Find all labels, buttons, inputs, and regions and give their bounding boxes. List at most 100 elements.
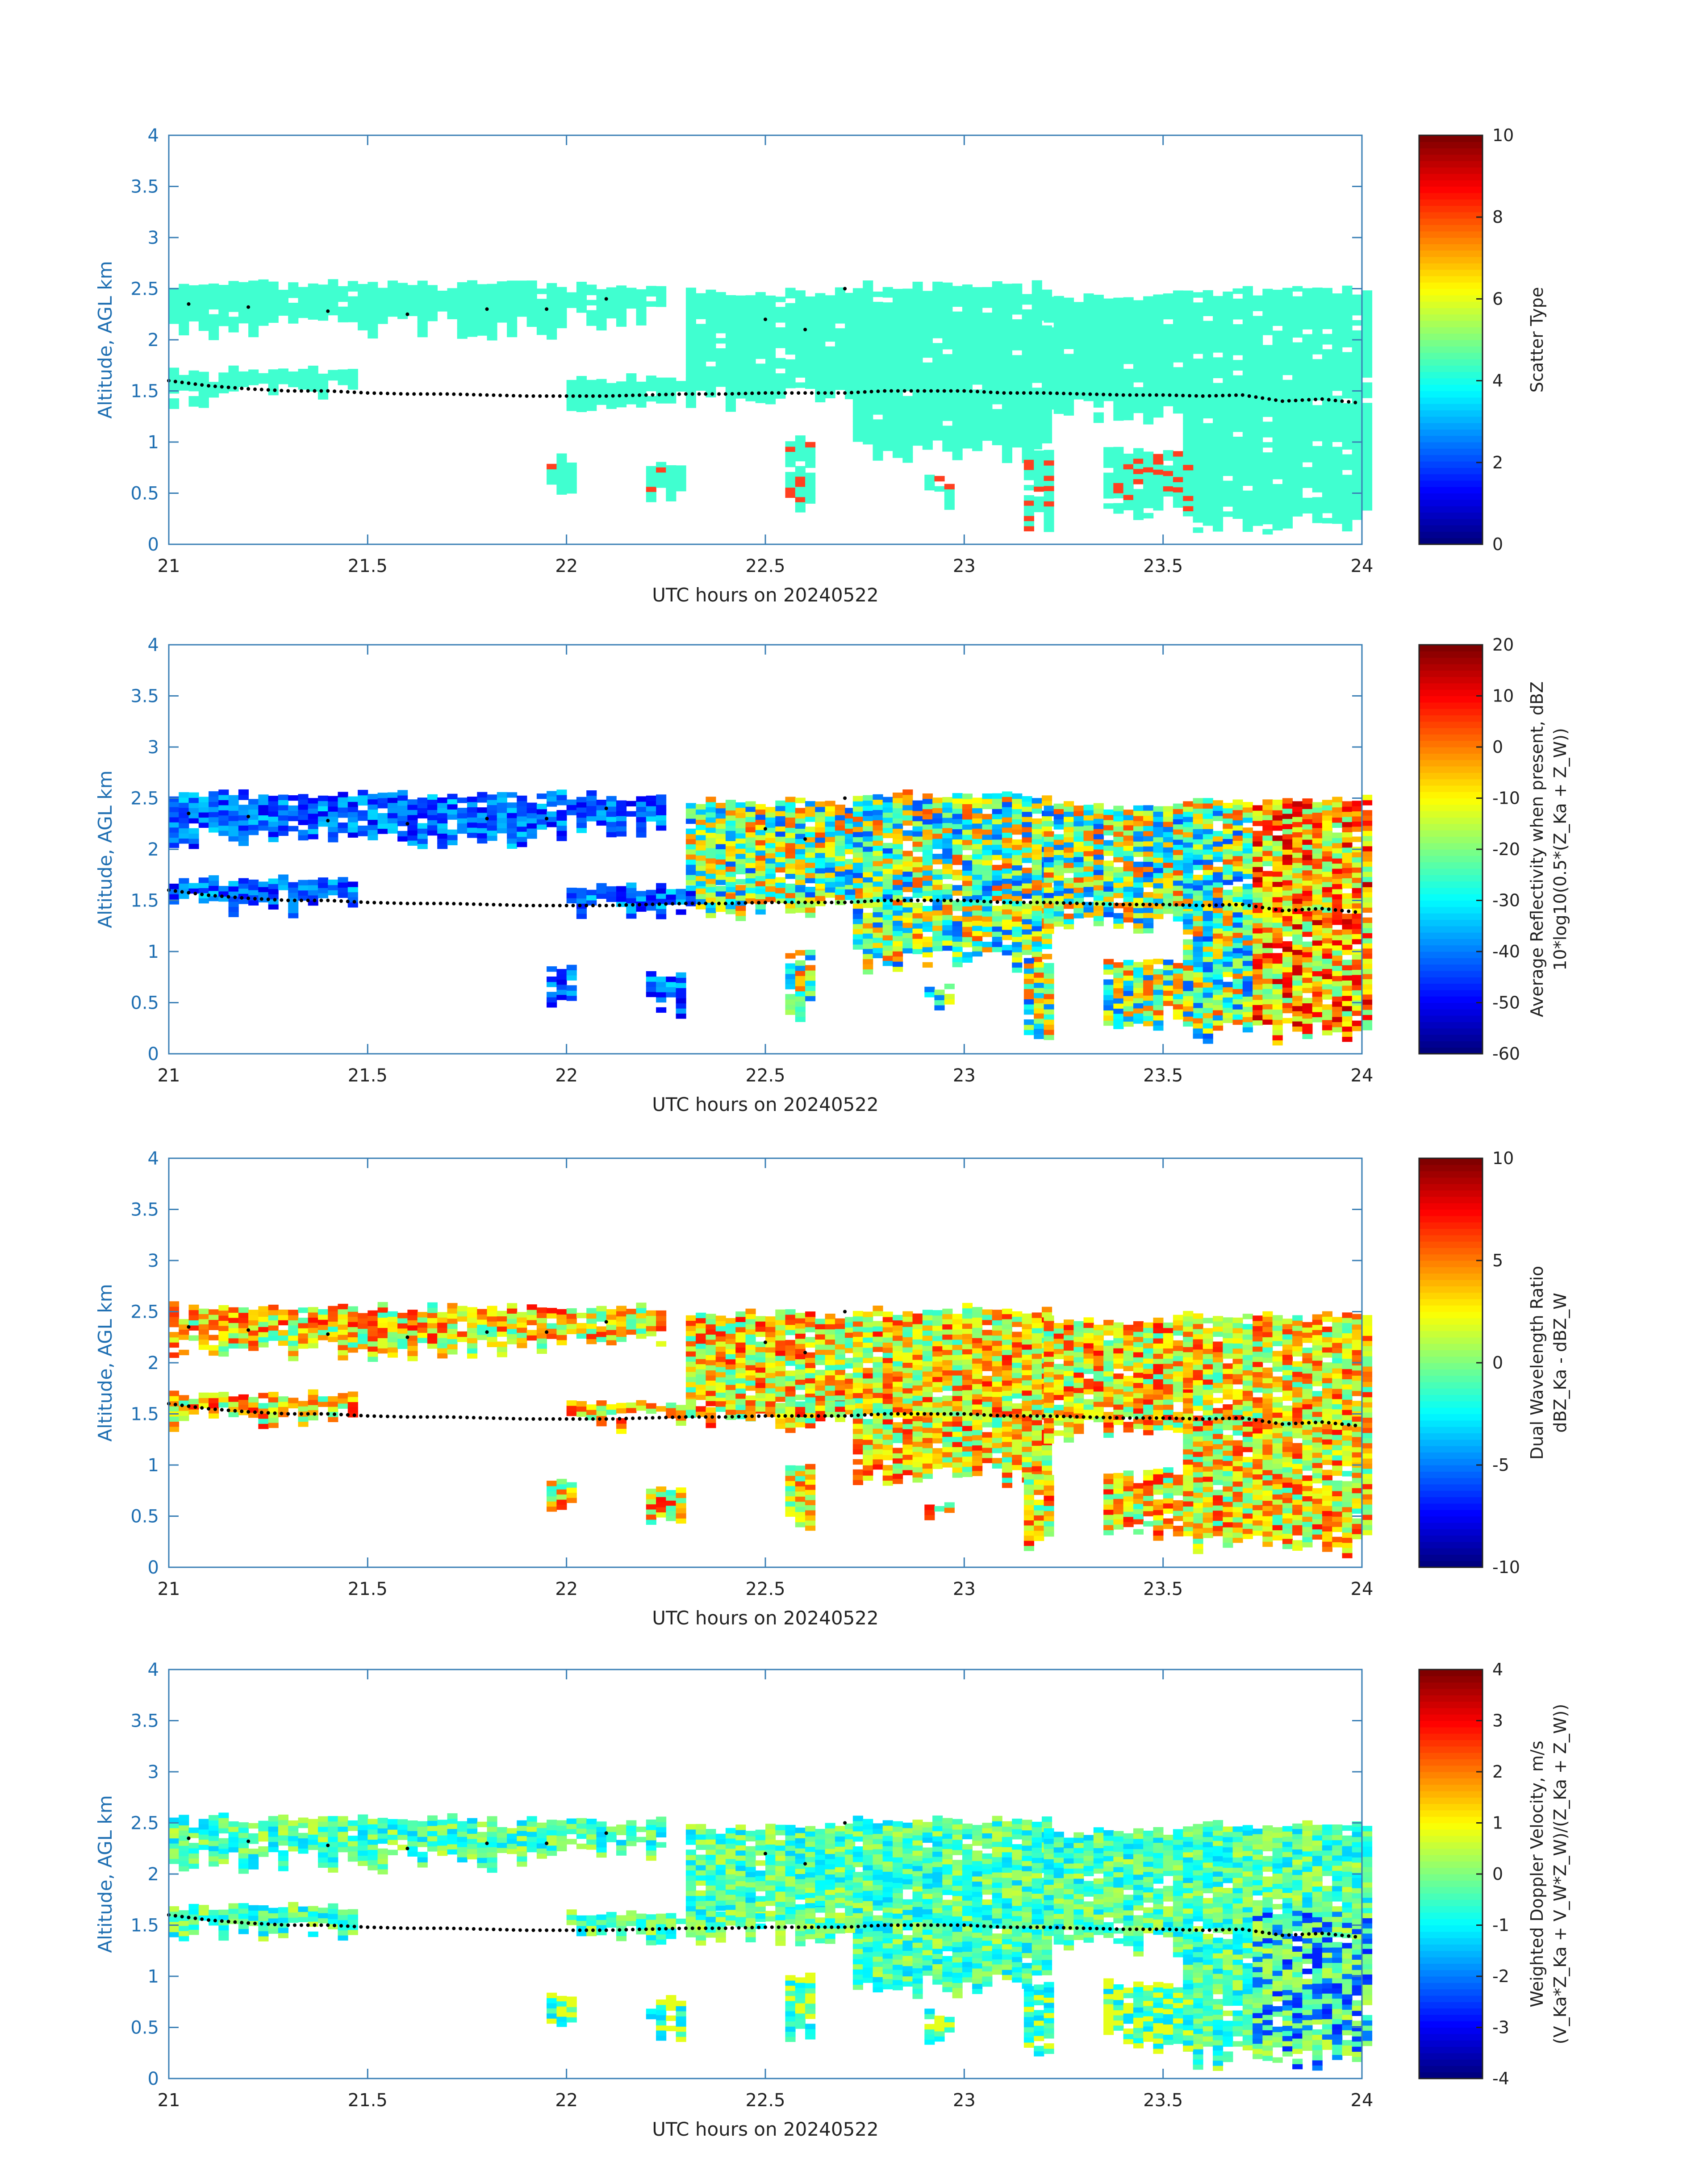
heatmap-cell	[785, 472, 796, 477]
heatmap-cell	[1183, 817, 1193, 822]
heatmap-cell	[805, 332, 815, 338]
heatmap-cell	[972, 915, 982, 921]
heatmap-cell	[1193, 405, 1203, 410]
heatmap-cell	[1273, 382, 1283, 387]
heatmap-cell	[1153, 898, 1163, 904]
heatmap-cell	[636, 832, 647, 838]
heatmap-cell	[942, 818, 952, 823]
heatmap-cell	[706, 863, 716, 868]
heatmap-cell	[1113, 344, 1123, 349]
heatmap-cell	[982, 824, 992, 830]
heatmap-cell	[666, 378, 676, 383]
heatmap-cell	[902, 330, 913, 335]
heatmap-cell	[932, 405, 943, 410]
heatmap-cell	[1022, 857, 1032, 863]
heatmap-cell	[1183, 822, 1193, 827]
heatmap-cell	[1302, 324, 1312, 330]
heatmap-cell	[706, 341, 716, 346]
heatmap-cell	[278, 825, 288, 831]
colorbar-segment	[1419, 378, 1482, 385]
heatmap-cell	[169, 318, 179, 324]
heatmap-cell	[1342, 409, 1353, 414]
heatmap-cell	[1223, 501, 1233, 506]
heatmap-cell	[835, 313, 845, 318]
heatmap-cell	[1302, 426, 1312, 432]
heatmap-cell	[1352, 514, 1362, 520]
heatmap-cell	[1253, 438, 1263, 444]
heatmap-cell	[1342, 286, 1353, 291]
colorbar-segment	[1419, 480, 1482, 487]
heatmap-cell	[427, 810, 438, 815]
heatmap-cell	[873, 886, 883, 892]
heatmap-cell	[616, 801, 626, 806]
heatmap-cell	[686, 318, 696, 324]
heatmap-cell	[1153, 407, 1163, 412]
heatmap-cell	[785, 383, 796, 388]
melting-layer-point	[545, 394, 548, 398]
heatmap-cell	[863, 846, 873, 852]
heatmap-cell	[716, 813, 726, 818]
heatmap-cell	[982, 369, 992, 374]
heatmap-cell	[238, 820, 249, 826]
heatmap-cell	[944, 484, 955, 489]
heatmap-cell	[1044, 460, 1054, 465]
heatmap-cell	[883, 323, 893, 328]
melting-layer-point	[976, 390, 979, 393]
heatmap-cell	[437, 296, 447, 301]
heatmap-cell	[1153, 474, 1163, 480]
heatmap-cell	[1352, 474, 1362, 479]
heatmap-cell	[308, 376, 318, 381]
heatmap-cell	[1213, 439, 1223, 445]
heatmap-cell	[1292, 368, 1303, 373]
heatmap-cell	[902, 452, 913, 458]
heatmap-cell	[229, 301, 239, 307]
heatmap-cell	[567, 488, 577, 493]
heatmap-cell	[932, 885, 943, 890]
heatmap-cell	[298, 835, 309, 840]
heatmap-cell	[746, 817, 756, 822]
heatmap-cell	[815, 868, 825, 873]
heatmap-cell	[913, 420, 923, 425]
heatmap-cell	[1203, 1002, 1213, 1008]
heatmap-cell	[1332, 483, 1342, 488]
heatmap-cell	[1203, 921, 1213, 926]
heatmap-cell	[1133, 514, 1144, 520]
heatmap-cell	[447, 809, 458, 814]
melting-layer-point	[1062, 392, 1065, 395]
heatmap-cell	[1262, 365, 1273, 371]
heatmap-cell	[873, 373, 883, 379]
heatmap-cell	[586, 290, 597, 295]
heatmap-cell	[1322, 293, 1332, 298]
heatmap-cell	[686, 382, 696, 388]
melting-layer-point	[631, 393, 635, 397]
heatmap-cell	[1143, 399, 1153, 404]
heatmap-cell	[487, 805, 497, 810]
colorbar-segment	[1419, 353, 1482, 359]
heatmap-cell	[1094, 910, 1104, 916]
heatmap-cell	[616, 397, 626, 402]
heatmap-cell	[1044, 404, 1054, 409]
heatmap-cell	[248, 370, 259, 375]
colorbar-segment	[1419, 468, 1482, 474]
heatmap-cell	[487, 325, 497, 330]
heatmap-cell	[716, 323, 726, 328]
heatmap-cell	[893, 376, 903, 381]
heatmap-cell	[1103, 319, 1114, 324]
heatmap-cell	[1002, 945, 1012, 950]
heatmap-cell	[1273, 295, 1283, 300]
heatmap-cell	[873, 794, 883, 800]
heatmap-cell	[1203, 377, 1213, 383]
heatmap-cell	[962, 300, 973, 305]
heatmap-cell	[1183, 496, 1193, 501]
heatmap-cell	[913, 877, 923, 882]
heatmap-cell	[1012, 860, 1022, 865]
heatmap-cell	[1034, 455, 1044, 461]
heatmap-cell	[1183, 301, 1193, 306]
heatmap-cell	[1054, 890, 1064, 896]
heatmap-cell	[1282, 354, 1293, 359]
heatmap-cell	[209, 294, 219, 299]
heatmap-cell	[1133, 908, 1144, 913]
heatmap-cell	[1253, 413, 1263, 418]
heatmap-cell	[1054, 409, 1064, 414]
heatmap-cell	[457, 303, 468, 308]
